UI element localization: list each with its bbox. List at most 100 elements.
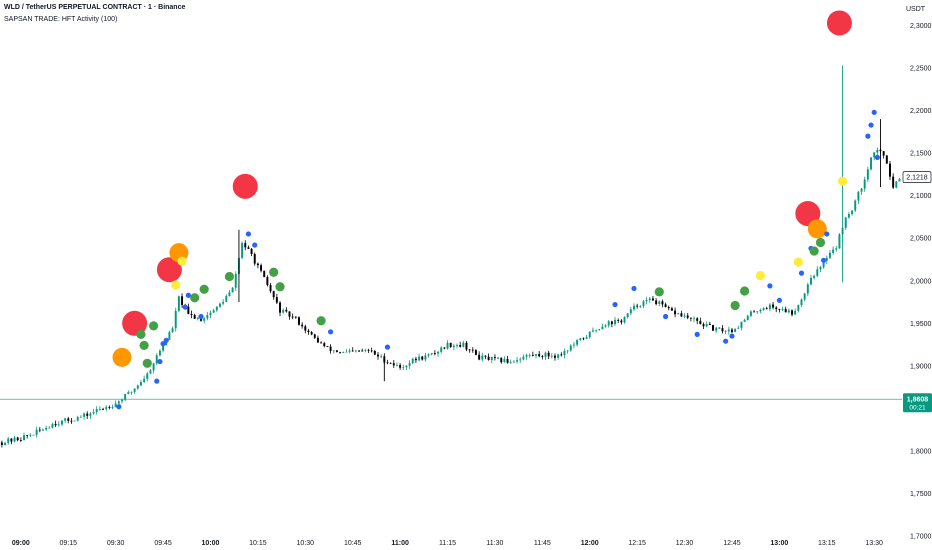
candle <box>468 348 471 353</box>
candle <box>411 357 414 365</box>
candle <box>885 154 888 164</box>
candle <box>174 307 177 332</box>
candle <box>130 391 133 395</box>
mark-price-tag <box>903 393 932 413</box>
candle <box>26 434 29 439</box>
hft-marker-green <box>730 300 740 311</box>
hft-marker-blue <box>865 133 871 139</box>
candle <box>730 327 733 334</box>
candle <box>16 436 19 442</box>
price-tick-label: 2,0000 <box>910 278 932 285</box>
candle <box>329 344 332 354</box>
candle <box>525 353 528 360</box>
price-tick-label: 2,3000 <box>910 23 932 30</box>
time-tick-label: 10:30 <box>297 540 315 547</box>
candle <box>563 348 566 359</box>
candle <box>4 441 7 446</box>
candle <box>250 247 253 257</box>
candle <box>712 324 714 331</box>
price-tick-label: 1,7000 <box>910 534 932 541</box>
candle <box>775 306 778 313</box>
candle <box>876 147 879 155</box>
candle <box>241 241 244 260</box>
candle <box>231 287 234 293</box>
time-axis[interactable]: 09:00 09:15 09:30 09:45 10:00 10:15 10:30 10:45… <box>12 540 883 547</box>
candle <box>500 357 503 364</box>
hft-marker-blue <box>163 337 169 343</box>
hft-markers-layer <box>112 10 880 410</box>
candle <box>516 356 519 364</box>
candle <box>857 191 860 204</box>
candle <box>370 347 373 353</box>
candle <box>756 311 759 314</box>
hft-marker-blue <box>160 341 166 347</box>
hft-marker-blue <box>874 154 880 160</box>
candle <box>152 362 155 374</box>
candle <box>54 420 57 428</box>
candle <box>380 354 383 359</box>
candle <box>389 362 392 364</box>
candle <box>557 353 560 360</box>
candle <box>158 349 161 357</box>
currency-label[interactable]: USDT <box>906 6 926 13</box>
candle <box>111 404 114 410</box>
candle <box>835 245 838 252</box>
candle <box>765 306 768 310</box>
candle <box>433 350 436 356</box>
candle <box>683 313 686 319</box>
hft-marker-blue <box>182 304 188 310</box>
price-tick-label: 2,0500 <box>910 236 932 243</box>
candle <box>696 317 699 325</box>
candle <box>95 406 98 415</box>
candle <box>617 318 620 324</box>
hft-marker-blue <box>327 329 334 335</box>
candle <box>825 255 828 265</box>
candle <box>531 351 534 357</box>
time-tick-label: 13:30 <box>865 540 883 547</box>
candle <box>212 308 215 313</box>
candle <box>171 326 174 333</box>
symbol-title[interactable]: WLD / TetherUS PERPETUAL CONTRACT · 1 · … <box>4 4 186 11</box>
candle <box>724 329 727 335</box>
hft-marker-blue <box>776 297 782 303</box>
time-tick-label: 11:00 <box>391 540 409 547</box>
time-tick-label: 09:30 <box>107 540 125 547</box>
candle <box>809 274 812 286</box>
candle <box>522 354 525 361</box>
price-tick-label: 2,2000 <box>910 108 932 115</box>
candle <box>124 393 127 402</box>
candle <box>358 349 361 353</box>
candle <box>693 316 696 322</box>
candle <box>661 299 664 308</box>
candle <box>139 380 142 387</box>
candle <box>234 271 237 292</box>
candle <box>414 356 417 363</box>
hft-marker-blue <box>767 283 773 289</box>
candle <box>481 352 484 362</box>
hft-marker-blue <box>245 231 252 237</box>
candle <box>155 353 158 366</box>
candle <box>38 427 41 433</box>
price-tick-label: 2,1500 <box>910 151 932 158</box>
candle <box>418 353 421 362</box>
candle <box>471 347 474 353</box>
candle <box>377 352 379 360</box>
candle <box>427 353 430 358</box>
candle <box>285 307 288 313</box>
time-tick-label: 09:00 <box>12 540 30 547</box>
price-tick-label: 1,9000 <box>910 363 932 370</box>
candle <box>601 323 604 330</box>
mark-price-label: 1,8608 <box>907 396 929 403</box>
candle <box>0 440 3 448</box>
candle <box>493 354 496 361</box>
indicator-legend[interactable]: SAPSAN TRADE: HFT Activity (100) <box>4 16 118 23</box>
hft-marker-blue <box>723 338 729 344</box>
candle <box>23 432 25 441</box>
candle <box>332 350 335 354</box>
candle <box>181 293 184 308</box>
candle <box>263 270 266 278</box>
hft-marker-green <box>269 267 279 277</box>
candle <box>800 298 803 307</box>
price-axis[interactable]: 2,3000 2,2500 2,2000 2,1500 2,1000 2,0500 2,00… <box>910 23 932 540</box>
